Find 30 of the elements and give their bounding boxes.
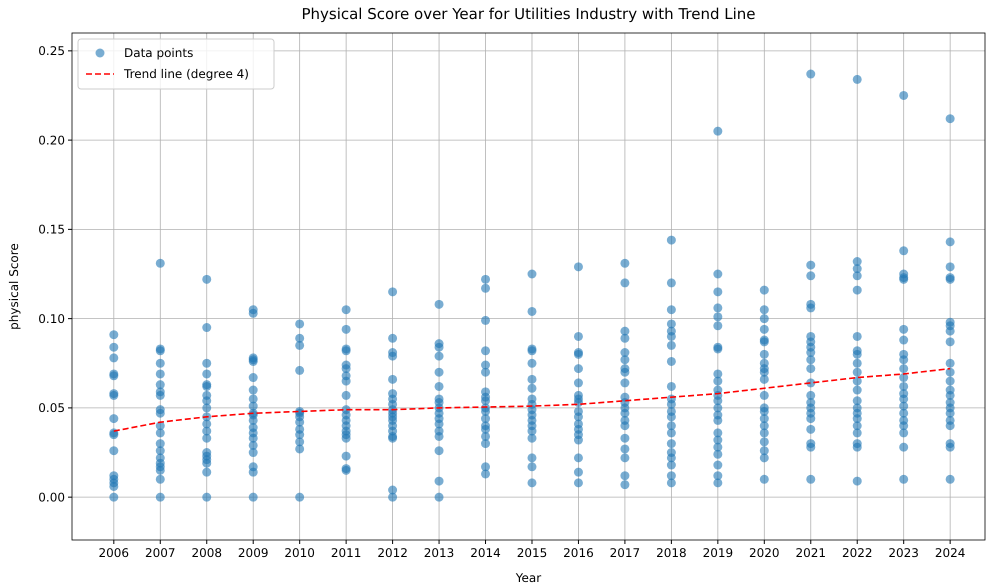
x-axis-title: Year: [514, 571, 542, 585]
x-tick-label: 2015: [516, 546, 548, 560]
y-tick-label: 0.00: [38, 490, 65, 504]
x-tick-label: 2014: [470, 546, 501, 560]
x-tick-label: 2023: [888, 546, 919, 560]
y-tick-label: 0.20: [38, 133, 65, 148]
x-tick-label: 2007: [145, 546, 176, 560]
x-tick-label: 2013: [424, 546, 454, 560]
legend-label: Data points: [124, 46, 194, 60]
y-axis-title: physical Score: [7, 243, 21, 330]
x-tick-label: 2021: [795, 546, 826, 560]
x-tick-label: 2010: [284, 546, 315, 560]
x-tick-label: 2016: [563, 546, 594, 560]
x-tick-label: 2009: [238, 546, 268, 560]
x-tick-label: 2018: [656, 546, 687, 560]
x-tick-label: 2024: [934, 546, 966, 560]
x-tick-label: 2022: [842, 546, 872, 560]
y-tick-label: 0.10: [38, 312, 65, 326]
x-tick-label: 2011: [330, 546, 362, 560]
x-tick-label: 2008: [191, 546, 222, 560]
y-tick-label: 0.05: [38, 401, 65, 416]
x-tick-label: 2019: [702, 546, 734, 560]
chart-title: Physical Score over Year for Utilities Industry with Trend Line: [301, 5, 756, 23]
x-tick-label: 2020: [749, 546, 780, 560]
y-tick-label: 0.15: [38, 222, 65, 237]
y-tick-label: 0.25: [38, 44, 65, 58]
x-tick-label: 2006: [98, 546, 130, 560]
x-tick-label: 2012: [377, 546, 408, 560]
x-tick-label: 2017: [610, 546, 640, 560]
legend-label: Trend line (degree 4): [123, 67, 249, 82]
